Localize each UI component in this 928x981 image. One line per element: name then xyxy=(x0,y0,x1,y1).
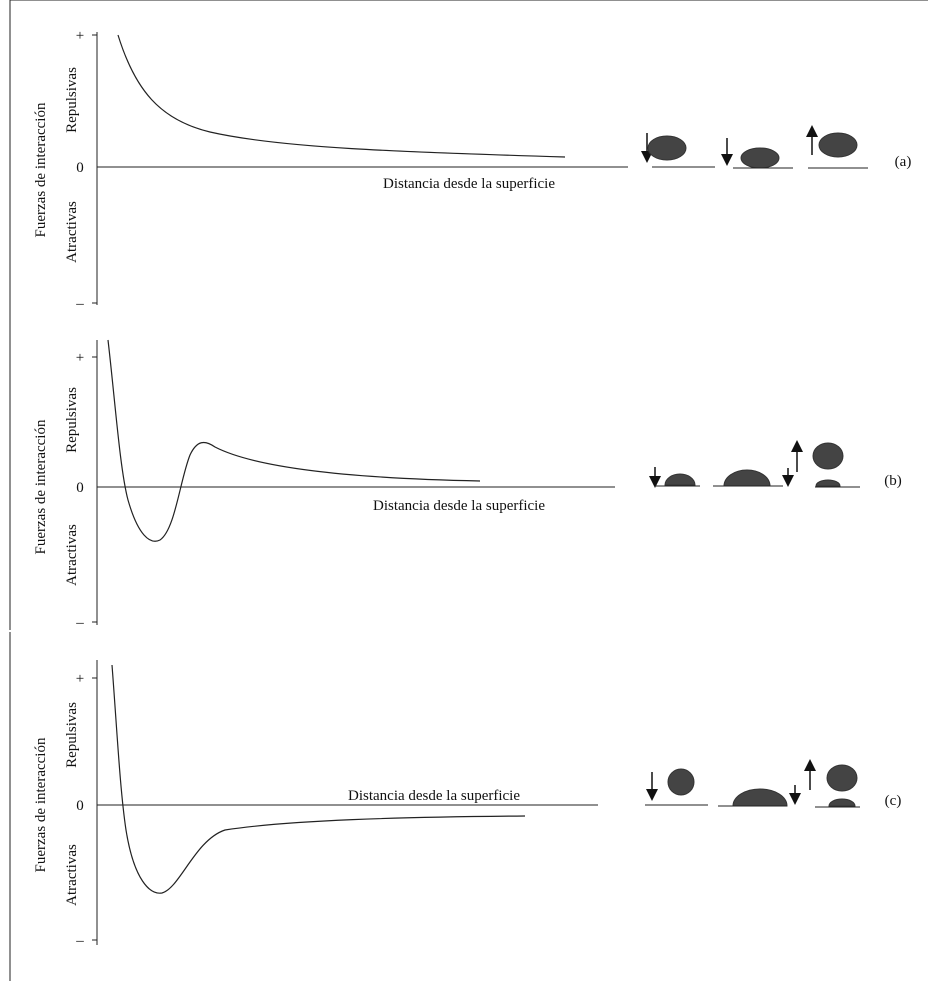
particle xyxy=(826,764,858,792)
particle xyxy=(818,132,858,158)
particle xyxy=(664,473,696,486)
y-label: Fuerzas de interacción xyxy=(33,737,49,872)
repulsive-label: Repulsivas xyxy=(64,387,80,453)
plus-label: + xyxy=(76,28,84,44)
panel-a: + 0 – Fuerzas de interacción Repulsivas … xyxy=(33,28,911,312)
repulsive-label: Repulsivas xyxy=(64,702,80,768)
x-label: Distancia desde la superficie xyxy=(373,498,545,514)
panel-tag: (a) xyxy=(895,154,912,170)
repulsive-label: Repulsivas xyxy=(64,67,80,133)
panel-tag: (b) xyxy=(884,473,902,489)
attractive-label: Atractivas xyxy=(64,524,80,586)
minus-label: – xyxy=(75,296,84,312)
particle xyxy=(812,442,844,470)
particle xyxy=(740,147,780,169)
zero-label: 0 xyxy=(76,798,84,814)
particle xyxy=(647,135,687,161)
y-label: Fuerzas de interacción xyxy=(33,102,49,237)
zero-label: 0 xyxy=(76,160,84,176)
plus-label: + xyxy=(76,671,84,687)
panel-b: + 0 – Fuerzas de interacción Repulsivas … xyxy=(33,339,902,631)
minus-label: – xyxy=(75,615,84,631)
minus-label: – xyxy=(75,933,84,949)
particle xyxy=(723,469,771,487)
curve xyxy=(117,34,566,158)
zero-label: 0 xyxy=(76,480,84,496)
x-label: Distancia desde la superficie xyxy=(383,176,555,192)
attractive-label: Atractivas xyxy=(64,201,80,263)
panel-tag: (c) xyxy=(885,793,902,809)
particle xyxy=(828,798,856,807)
panel-c: + 0 – Fuerzas de interacción Repulsivas … xyxy=(33,660,901,949)
attractive-label: Atractivas xyxy=(64,844,80,906)
x-label: Distancia desde la superficie xyxy=(348,788,520,804)
curve xyxy=(111,664,526,894)
plus-label: + xyxy=(76,350,84,366)
particle xyxy=(667,768,695,796)
curve xyxy=(107,339,481,542)
particle xyxy=(815,479,841,487)
y-label: Fuerzas de interacción xyxy=(33,419,49,554)
particle xyxy=(732,788,788,807)
